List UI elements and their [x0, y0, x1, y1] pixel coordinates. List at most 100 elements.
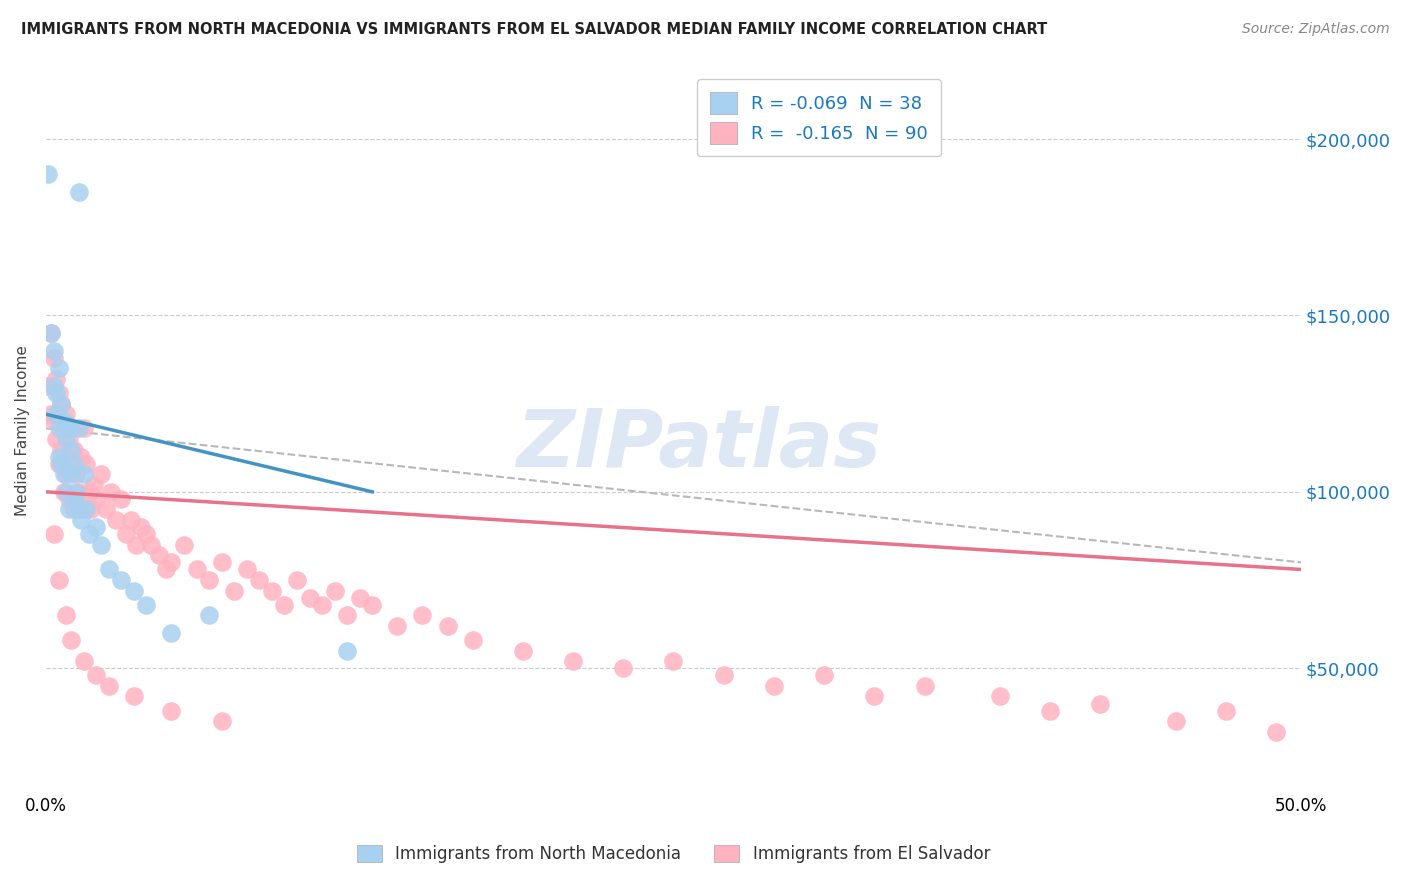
Point [45, 407, 67, 421]
Point [42, 343, 65, 358]
Point [45, 432, 67, 446]
Point [48, 386, 70, 401]
Point [52, 467, 75, 482]
Point [141, 538, 163, 552]
Point [65, 484, 87, 499]
Point [67, 502, 90, 516]
Point [67, 185, 90, 199]
Text: ZIPatlas: ZIPatlas [516, 406, 882, 483]
Point [97, 562, 120, 576]
Point [1090, 697, 1112, 711]
Point [160, 704, 183, 718]
Point [62, 491, 84, 506]
Point [58, 491, 80, 506]
Point [55, 484, 77, 499]
Point [155, 562, 177, 576]
Point [90, 467, 112, 482]
Point [37, 167, 59, 181]
Point [273, 598, 295, 612]
Point [1164, 714, 1187, 728]
Text: IMMIGRANTS FROM NORTH MACEDONIA VS IMMIGRANTS FROM EL SALVADOR MEDIAN FAMILY INC: IMMIGRANTS FROM NORTH MACEDONIA VS IMMIG… [21, 22, 1047, 37]
Point [48, 573, 70, 587]
Point [260, 583, 283, 598]
Point [135, 527, 157, 541]
Point [48, 361, 70, 376]
Point [173, 538, 195, 552]
Point [77, 484, 100, 499]
Point [1215, 704, 1237, 718]
Point [436, 619, 458, 633]
Point [84, 491, 107, 506]
Point [84, 668, 107, 682]
Point [67, 421, 90, 435]
Point [387, 619, 409, 633]
Point [70, 450, 93, 464]
Point [863, 690, 886, 704]
Point [60, 467, 83, 482]
Point [52, 414, 75, 428]
Point [125, 538, 148, 552]
Point [311, 598, 333, 612]
Point [83, 477, 105, 491]
Point [39, 326, 62, 340]
Point [37, 379, 59, 393]
Point [148, 549, 170, 563]
Point [65, 467, 87, 482]
Point [55, 608, 77, 623]
Point [90, 538, 112, 552]
Point [72, 467, 94, 482]
Point [120, 513, 142, 527]
Point [211, 714, 233, 728]
Point [349, 591, 371, 605]
Point [42, 379, 65, 393]
Point [48, 457, 70, 471]
Point [60, 457, 83, 471]
Point [72, 654, 94, 668]
Point [42, 351, 65, 365]
Point [55, 407, 77, 421]
Point [105, 513, 128, 527]
Point [58, 502, 80, 516]
Point [60, 421, 83, 435]
Point [323, 583, 346, 598]
Point [662, 654, 685, 668]
Point [52, 484, 75, 499]
Point [160, 555, 183, 569]
Point [60, 632, 83, 647]
Point [67, 484, 90, 499]
Point [55, 467, 77, 482]
Point [1264, 724, 1286, 739]
Point [62, 442, 84, 457]
Point [48, 450, 70, 464]
Point [49, 457, 72, 471]
Point [298, 591, 321, 605]
Point [39, 326, 62, 340]
Point [45, 386, 67, 401]
Point [42, 527, 65, 541]
Point [122, 583, 145, 598]
Legend: Immigrants from North Macedonia, Immigrants from El Salvador: Immigrants from North Macedonia, Immigra… [350, 838, 997, 871]
Point [97, 679, 120, 693]
Point [45, 372, 67, 386]
Point [110, 573, 132, 587]
Point [988, 690, 1011, 704]
Point [285, 573, 308, 587]
Point [62, 502, 84, 516]
Point [131, 520, 153, 534]
Point [361, 598, 384, 612]
Point [411, 608, 433, 623]
Point [52, 421, 75, 435]
Point [42, 414, 65, 428]
Point [762, 679, 785, 693]
Point [336, 608, 359, 623]
Point [80, 502, 103, 516]
Point [247, 573, 270, 587]
Point [58, 421, 80, 435]
Point [75, 502, 97, 516]
Point [198, 573, 221, 587]
Point [813, 668, 835, 682]
Point [461, 632, 484, 647]
Point [49, 397, 72, 411]
Point [72, 502, 94, 516]
Point [160, 626, 183, 640]
